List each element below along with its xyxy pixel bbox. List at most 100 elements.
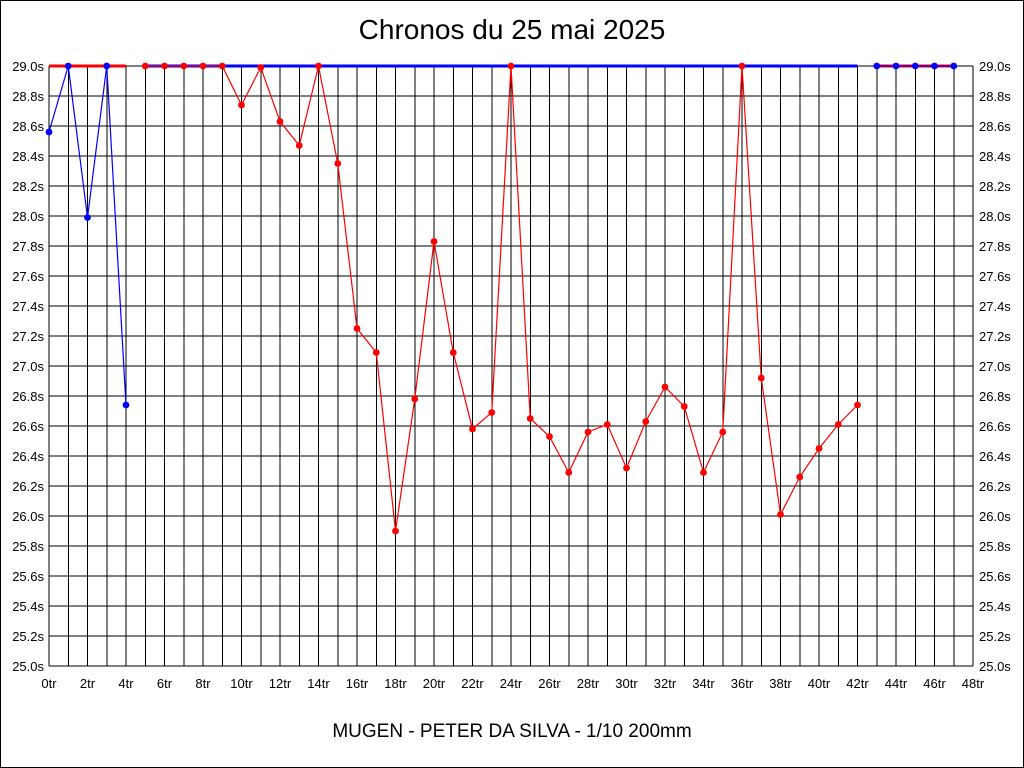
data-point <box>199 62 207 70</box>
x-tick-label: 30tr <box>615 676 638 691</box>
y-tick-label-left: 25.8s <box>12 539 44 554</box>
data-point <box>700 469 707 476</box>
x-tick-label: 8tr <box>195 676 211 691</box>
data-points <box>45 62 958 535</box>
y-tick-label-left: 27.0s <box>12 359 44 374</box>
data-point <box>84 214 91 221</box>
y-tick-label-left: 27.8s <box>12 239 44 254</box>
y-tick-label-left: 25.0s <box>12 659 44 674</box>
data-point <box>931 62 938 70</box>
y-tick-label-right: 29.0s <box>979 59 1011 74</box>
data-point <box>661 383 669 391</box>
chart-title: Chronos du 25 mai 2025 <box>358 14 666 45</box>
data-point <box>449 349 457 356</box>
y-tick-label-right: 26.8s <box>979 389 1011 404</box>
grid <box>48 65 974 667</box>
x-tick-label: 48tr <box>962 676 985 691</box>
data-point <box>565 469 573 476</box>
data-point <box>334 160 342 167</box>
data-point <box>584 428 592 436</box>
y-tick-label-left: 25.6s <box>12 569 44 584</box>
x-tick-label: 12tr <box>269 676 292 691</box>
y-tick-label-right: 26.2s <box>979 479 1011 494</box>
data-point <box>122 401 130 409</box>
data-point <box>238 101 245 109</box>
data-point <box>526 415 534 422</box>
data-point <box>815 445 823 452</box>
data-point <box>469 425 476 433</box>
x-tick-label: 28tr <box>577 676 600 691</box>
data-point <box>834 421 842 428</box>
y-tick-label-right: 25.4s <box>979 599 1011 614</box>
y-tick-label-left: 27.4s <box>12 299 44 314</box>
x-tick-label: 38tr <box>769 676 792 691</box>
data-point <box>911 62 919 70</box>
x-tick-label: 2tr <box>80 676 96 691</box>
y-tick-label-right: 27.6s <box>979 269 1011 284</box>
y-tick-label-left: 25.2s <box>12 629 44 644</box>
y-tick-label-right: 27.0s <box>979 359 1011 374</box>
data-point <box>796 473 804 481</box>
y-tick-label-left: 27.6s <box>12 269 44 284</box>
data-point <box>64 62 72 70</box>
y-tick-label-left: 26.0s <box>12 509 44 524</box>
y-tick-label-left: 29.0s <box>12 59 44 74</box>
y-tick-label-left: 26.4s <box>12 449 44 464</box>
y-tick-label-right: 25.6s <box>979 569 1011 584</box>
data-point <box>392 527 399 535</box>
y-tick-label-left: 25.4s <box>12 599 44 614</box>
y-tick-label-left: 28.4s <box>12 149 44 164</box>
data-point <box>180 62 188 70</box>
data-point <box>218 62 226 70</box>
y-tick-label-left: 28.2s <box>12 179 44 194</box>
data-point <box>603 421 611 428</box>
y-tick-label-left: 28.8s <box>12 89 44 104</box>
x-tick-label: 44tr <box>885 676 908 691</box>
x-tick-label: 16tr <box>346 676 369 691</box>
y-tick-label-right: 28.0s <box>979 209 1011 224</box>
data-point <box>295 142 303 149</box>
y-tick-label-right: 28.2s <box>979 179 1011 194</box>
y-tick-label-right: 26.0s <box>979 509 1011 524</box>
y-tick-label-right: 26.6s <box>979 419 1011 434</box>
y-tick-label-left: 26.6s <box>12 419 44 434</box>
data-point <box>507 62 515 70</box>
x-tick-label: 46tr <box>923 676 946 691</box>
x-tick-label: 42tr <box>846 676 869 691</box>
data-point <box>161 62 168 70</box>
data-point <box>45 128 53 136</box>
data-point <box>680 403 688 410</box>
y-tick-label-left: 28.0s <box>12 209 44 224</box>
data-point <box>257 64 265 71</box>
x-tick-label: 34tr <box>692 676 715 691</box>
data-point <box>873 62 881 70</box>
data-point <box>546 433 553 440</box>
data-point <box>719 428 727 436</box>
data-point <box>141 62 149 70</box>
series-lines <box>48 65 954 532</box>
y-tick-label-left: 27.2s <box>12 329 44 344</box>
y-tick-label-right: 25.2s <box>979 629 1011 644</box>
chart-subtitle: MUGEN - PETER DA SILVA - 1/10 200mm <box>332 721 692 742</box>
y-tick-label-right: 27.2s <box>979 329 1011 344</box>
data-point <box>372 349 380 356</box>
y-tick-label-right: 27.4s <box>979 299 1011 314</box>
y-tick-label-left: 28.6s <box>12 119 44 134</box>
data-point <box>738 62 746 70</box>
y-tick-label-right: 25.8s <box>979 539 1011 554</box>
data-point <box>353 325 361 332</box>
data-point <box>892 62 900 70</box>
data-point <box>642 418 650 425</box>
x-tick-label: 26tr <box>538 676 561 691</box>
x-tick-label: 40tr <box>808 676 831 691</box>
x-tick-label: 14tr <box>307 676 330 691</box>
x-tick-label: 0tr <box>41 676 57 691</box>
tick-labels: 25.0s 25.0s 25.2s 25.2s 25.4s 25.4s 25.6s 25.6s… <box>12 59 1011 691</box>
data-point <box>430 238 438 245</box>
y-tick-label-left: 26.8s <box>12 389 44 404</box>
y-tick-label-right: 25.0s <box>979 659 1011 674</box>
x-tick-label: 4tr <box>118 676 134 691</box>
data-point <box>103 62 111 70</box>
data-point <box>276 118 284 125</box>
